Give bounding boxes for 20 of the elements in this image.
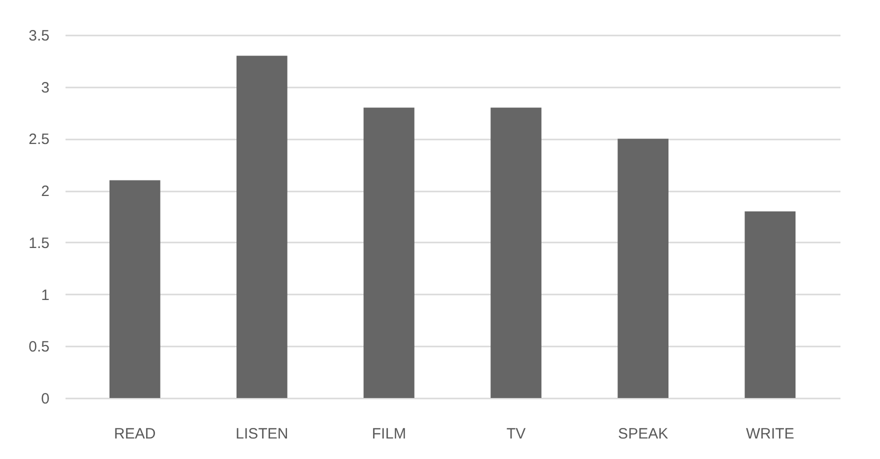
y-tick-label: 0.5 [28, 338, 50, 356]
x-tick-label: SPEAK [618, 426, 668, 442]
y-tick-label: 3.5 [28, 28, 50, 44]
bar [744, 211, 796, 398]
bar [618, 138, 668, 398]
y-tick-label: 2.5 [28, 131, 50, 148]
y-tick-label: 1.5 [28, 234, 50, 252]
y-tick-label: 2 [41, 183, 50, 200]
x-tick-label: TV [506, 426, 526, 442]
bar [490, 108, 542, 398]
x-tick-label: READ [114, 426, 156, 442]
bar [236, 56, 288, 398]
y-tick-label: 1 [41, 286, 50, 304]
x-tick-label: FILM [372, 426, 406, 442]
bar [109, 180, 160, 398]
y-tick-label: 3 [41, 79, 50, 96]
bar [364, 108, 414, 398]
y-tick-label: 0 [41, 390, 50, 408]
x-tick-label: WRITE [746, 426, 794, 442]
x-tick-label: LISTEN [236, 426, 288, 442]
